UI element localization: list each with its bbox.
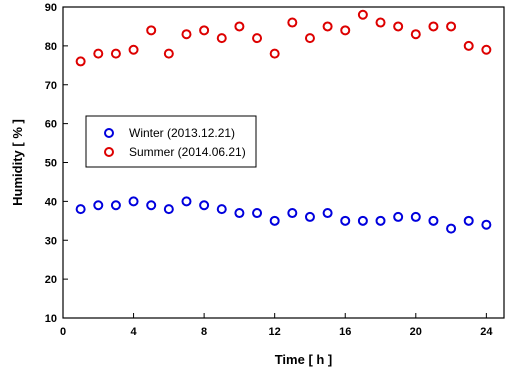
summer-point: [234, 21, 245, 32]
y-tick-label: 80: [45, 41, 57, 53]
x-tick-label: 12: [269, 326, 281, 338]
summer-point: [75, 56, 86, 67]
data-points: [75, 9, 492, 234]
legend-box: [85, 115, 257, 168]
winter-legend-marker: [104, 128, 114, 138]
winter-point: [216, 204, 227, 215]
axis-ticks: 0 4 8 12 16 20 24 10 20 30 40 50 60 70 80 90: [45, 2, 494, 338]
summer-point: [481, 44, 492, 55]
winter-point: [357, 215, 368, 226]
winter-point: [146, 200, 157, 211]
winter-point: [481, 219, 492, 230]
summer-legend-label: Summer (2014.06.21): [129, 145, 246, 159]
winter-point: [428, 215, 439, 226]
x-tick-label: 16: [339, 326, 351, 338]
summer-point: [428, 21, 439, 32]
x-tick-label: 24: [480, 326, 493, 338]
y-tick-label: 30: [45, 235, 57, 247]
winter-point: [287, 208, 298, 219]
winter-point: [304, 211, 315, 222]
y-tick-label: 40: [45, 196, 57, 208]
summer-point: [287, 17, 298, 28]
winter-point: [163, 204, 174, 215]
winter-point: [463, 215, 474, 226]
y-tick-label: 50: [45, 158, 57, 170]
summer-point: [163, 48, 174, 59]
summer-point: [340, 25, 351, 36]
summer-legend-marker: [104, 147, 114, 157]
y-tick-label: 20: [45, 274, 57, 286]
winter-point: [93, 200, 104, 211]
summer-point: [199, 25, 210, 36]
y-axis-title: Humidity [ % ]: [10, 119, 25, 206]
summer-point: [93, 48, 104, 59]
winter-point: [234, 208, 245, 219]
summer-point: [216, 33, 227, 44]
summer-point: [393, 21, 404, 32]
x-axis-title: Time [ h ]: [275, 352, 333, 367]
x-tick-label: 4: [130, 326, 137, 338]
x-tick-label: 0: [60, 326, 66, 338]
winter-point: [110, 200, 121, 211]
summer-point: [252, 33, 263, 44]
winter-point: [181, 196, 192, 207]
summer-point: [322, 21, 333, 32]
winter-point: [340, 215, 351, 226]
summer-point: [463, 40, 474, 51]
summer-point: [110, 48, 121, 59]
summer-point: [128, 44, 139, 55]
summer-point: [146, 25, 157, 36]
winter-legend-label: Winter (2013.12.21): [129, 126, 235, 140]
winter-point: [446, 223, 457, 234]
summer-point: [357, 9, 368, 20]
y-tick-label: 10: [45, 313, 57, 325]
winter-point: [252, 208, 263, 219]
winter-point: [322, 208, 333, 219]
winter-point: [393, 211, 404, 222]
winter-point: [75, 204, 86, 215]
y-tick-label: 60: [45, 119, 57, 131]
summer-point: [410, 29, 421, 40]
summer-point: [269, 48, 280, 59]
y-tick-label: 90: [45, 2, 57, 14]
summer-point: [375, 17, 386, 28]
winter-point: [128, 196, 139, 207]
legend: Winter (2013.12.21) Summer (2014.06.21): [85, 115, 257, 168]
x-tick-label: 8: [201, 326, 207, 338]
summer-point: [304, 33, 315, 44]
winter-point: [199, 200, 210, 211]
summer-point: [181, 29, 192, 40]
x-tick-label: 20: [410, 326, 422, 338]
winter-point: [375, 215, 386, 226]
summer-point: [446, 21, 457, 32]
winter-point: [410, 211, 421, 222]
y-tick-label: 70: [45, 80, 57, 92]
winter-point: [269, 215, 280, 226]
